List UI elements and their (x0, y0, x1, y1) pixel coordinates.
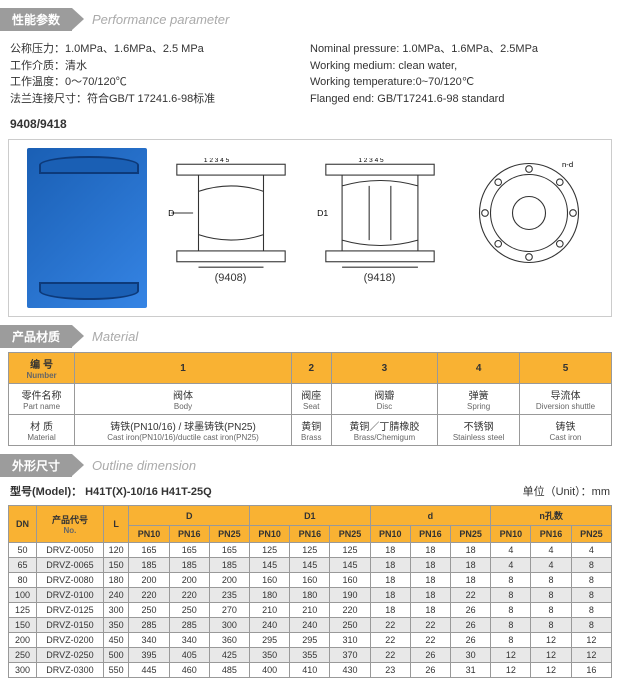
table-row: 100DRVZ-01002402202202351801801901818228… (9, 588, 612, 603)
diagram-area: DL1 2 3 4 5 (9408) D1L1 2 3 4 5 (9418) n… (8, 139, 612, 317)
table-row: 250DRVZ-02505003954054253503553702226301… (9, 648, 612, 663)
param-l2: 工作介质：清水 (10, 58, 310, 75)
param-l1: 公称压力：1.0MPa、1.6MPa、2.5 MPa (10, 41, 310, 58)
table-row: 150DRVZ-01503502852853002402402502222268… (9, 618, 612, 633)
dim-header: 外形尺寸 Outline dimension (0, 454, 620, 477)
table-row: 300DRVZ-03005504454604854004104302326311… (9, 663, 612, 678)
svg-text:1 2 3 4 5: 1 2 3 4 5 (358, 158, 384, 164)
material-table: 编 号Number 12345 零件名称Part name 阀体Body 阀座S… (8, 352, 612, 446)
model-code: 9408/9418 (0, 113, 620, 135)
schematic-9418: D1L1 2 3 4 5 (9418) (315, 158, 445, 298)
perf-tag: 性能参数 (0, 8, 72, 31)
svg-text:D: D (168, 208, 174, 218)
perf-header: 性能参数 Performance parameter (0, 8, 620, 31)
dim-tag: 外形尺寸 (0, 454, 72, 477)
param-l4: 法兰连接尺寸：符合GB/T 17241.6-98标准 (10, 91, 310, 108)
table-row: 65DRVZ-006515018518518514514514518181844… (9, 558, 612, 573)
param-r3: Working temperature:0~70/120℃ (310, 74, 610, 91)
dim-sub: Outline dimension (92, 458, 196, 473)
product-photo (27, 148, 147, 308)
mat-tag: 产品材质 (0, 325, 72, 348)
param-r1: Nominal pressure: 1.0MPa、1.6MPa、2.5MPa (310, 41, 610, 58)
svg-text:1 2 3 4 5: 1 2 3 4 5 (203, 158, 229, 164)
svg-text:D1: D1 (317, 208, 328, 218)
table-row: 200DRVZ-02004503403403602952953102222268… (9, 633, 612, 648)
schematic-front: n-d (464, 158, 594, 298)
params-block: 公称压力：1.0MPa、1.6MPa、2.5 MPa 工作介质：清水 工作温度：… (0, 35, 620, 113)
param-l3: 工作温度：0～70/120℃ (10, 74, 310, 91)
dimension-table: DN 产品代号No. L D D1 d n孔数 PN10PN16PN25 PN1… (8, 505, 612, 678)
table-row: 80DRVZ-008018020020020016016016018181888… (9, 573, 612, 588)
mat-sub: Material (92, 329, 138, 344)
param-r2: Working medium: clean water, (310, 58, 610, 75)
mat-header: 产品材质 Material (0, 325, 620, 348)
schematic-9408: DL1 2 3 4 5 (9408) (166, 158, 296, 298)
perf-sub: Performance parameter (92, 12, 229, 27)
svg-text:n-d: n-d (562, 160, 573, 169)
table-row: 125DRVZ-01253002502502702102102201818268… (9, 603, 612, 618)
param-r4: Flanged end: GB/T17241.6-98 standard (310, 91, 610, 108)
table-row: 50DRVZ-005012016516516512512512518181844… (9, 543, 612, 558)
dim-model-row: 型号(Model)： H41T(X)-10/16 H41T-25Q 单位（Uni… (0, 481, 620, 501)
